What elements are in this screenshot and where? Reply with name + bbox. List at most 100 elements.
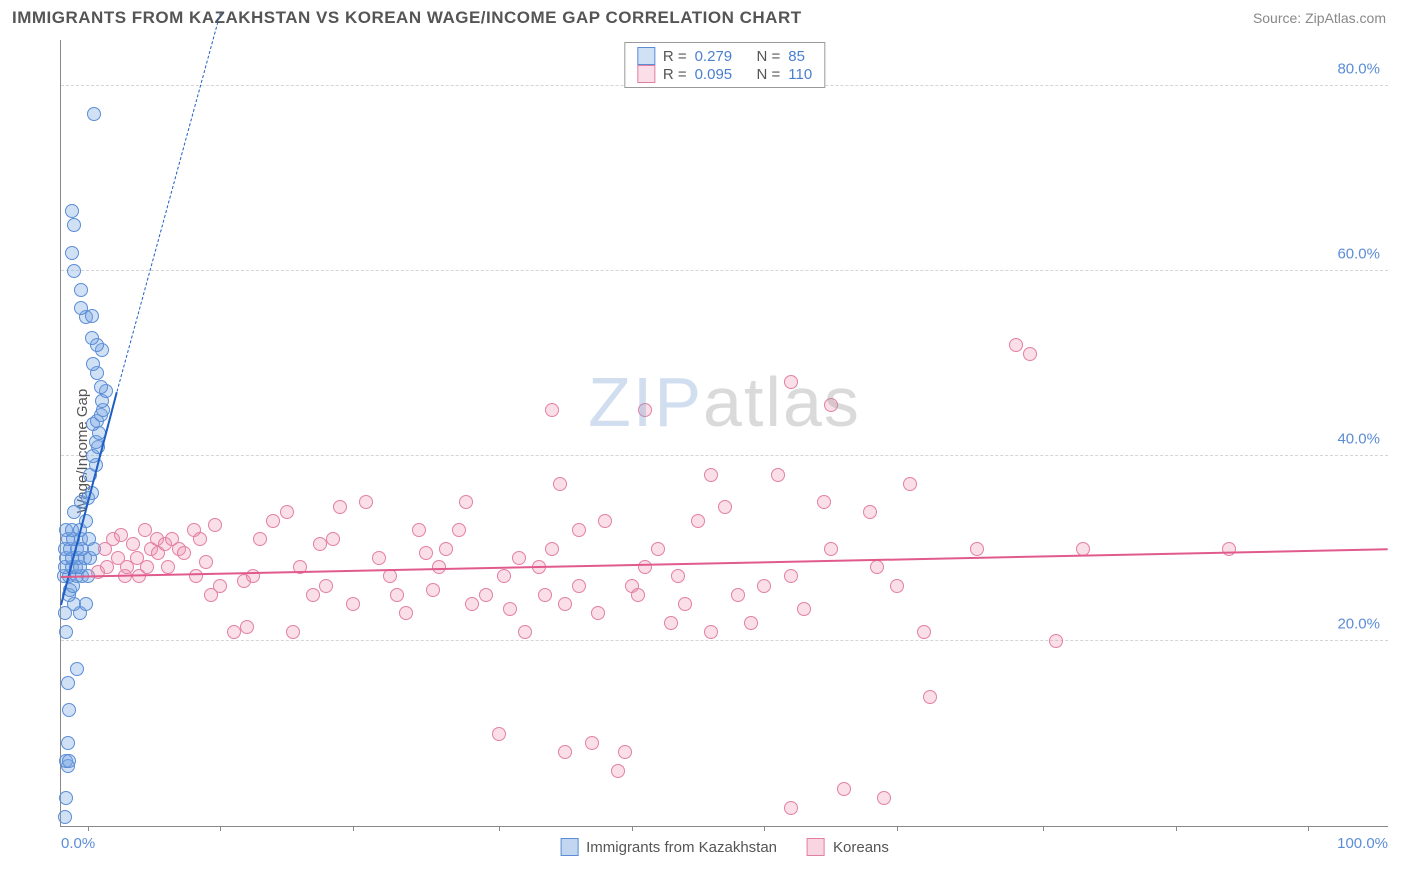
data-point: [863, 505, 877, 519]
data-point: [638, 403, 652, 417]
data-point: [671, 569, 685, 583]
watermark: ZIPatlas: [588, 362, 861, 442]
data-point: [372, 551, 386, 565]
data-point: [67, 218, 81, 232]
data-point: [545, 542, 559, 556]
data-point: [903, 477, 917, 491]
data-point: [1049, 634, 1063, 648]
data-point: [58, 810, 72, 824]
data-point: [253, 532, 267, 546]
legend-item: Koreans: [807, 838, 889, 856]
data-point: [771, 468, 785, 482]
data-point: [67, 264, 81, 278]
legend-row: R = 0.279 N = 85: [637, 47, 812, 65]
data-point: [651, 542, 665, 556]
data-point: [412, 523, 426, 537]
x-tick-mark: [88, 826, 89, 831]
data-point: [503, 602, 517, 616]
data-point: [631, 588, 645, 602]
data-point: [208, 518, 222, 532]
legend-label: Koreans: [833, 839, 889, 856]
data-point: [79, 597, 93, 611]
data-point: [572, 579, 586, 593]
data-point: [664, 616, 678, 630]
data-point: [199, 555, 213, 569]
data-point: [74, 301, 88, 315]
data-point: [718, 500, 732, 514]
data-point: [87, 107, 101, 121]
data-point: [890, 579, 904, 593]
data-point: [333, 500, 347, 514]
data-point: [65, 204, 79, 218]
legend-swatch: [560, 838, 578, 856]
data-point: [512, 551, 526, 565]
data-point: [59, 625, 73, 639]
x-tick-mark: [764, 826, 765, 831]
x-tick-mark: [499, 826, 500, 831]
watermark-zip: ZIP: [588, 363, 703, 441]
data-point: [591, 606, 605, 620]
data-point: [497, 569, 511, 583]
gridline: [61, 270, 1388, 271]
data-point: [837, 782, 851, 796]
data-point: [797, 602, 811, 616]
data-point: [126, 537, 140, 551]
x-tick-min: 0.0%: [61, 835, 95, 852]
legend-n-value: 110: [788, 66, 812, 83]
data-point: [399, 606, 413, 620]
data-point: [426, 583, 440, 597]
legend-swatch: [807, 838, 825, 856]
data-point: [61, 736, 75, 750]
data-point: [1076, 542, 1090, 556]
legend-r-value: 0.095: [695, 66, 733, 83]
data-point: [240, 620, 254, 634]
data-point: [704, 625, 718, 639]
data-point: [877, 791, 891, 805]
data-point: [970, 542, 984, 556]
data-point: [558, 745, 572, 759]
chart-title: IMMIGRANTS FROM KAZAKHSTAN VS KOREAN WAG…: [12, 8, 802, 28]
x-tick-mark: [897, 826, 898, 831]
data-point: [558, 597, 572, 611]
legend-row: R = 0.095 N = 110: [637, 65, 812, 83]
legend-r-label: R =: [663, 66, 687, 83]
legend-swatch: [637, 65, 655, 83]
data-point: [518, 625, 532, 639]
data-point: [70, 662, 84, 676]
data-point: [731, 588, 745, 602]
data-point: [439, 542, 453, 556]
data-point: [691, 514, 705, 528]
data-point: [189, 569, 203, 583]
legend-n-value: 85: [788, 48, 805, 65]
legend-bottom: Immigrants from KazakhstanKoreans: [560, 838, 889, 856]
data-point: [784, 375, 798, 389]
data-point: [85, 331, 99, 345]
data-point: [598, 514, 612, 528]
trend-line-dash: [116, 13, 220, 392]
data-point: [744, 616, 758, 630]
data-point: [213, 579, 227, 593]
data-point: [638, 560, 652, 574]
data-point: [784, 801, 798, 815]
data-point: [784, 569, 798, 583]
data-point: [140, 560, 154, 574]
data-point: [62, 703, 76, 717]
legend-top: R = 0.279 N = 85R = 0.095 N = 110: [624, 42, 825, 88]
data-point: [319, 579, 333, 593]
data-point: [492, 727, 506, 741]
x-tick-mark: [353, 826, 354, 831]
data-point: [757, 579, 771, 593]
data-point: [611, 764, 625, 778]
data-point: [479, 588, 493, 602]
watermark-atlas: atlas: [703, 363, 861, 441]
data-point: [346, 597, 360, 611]
data-point: [286, 625, 300, 639]
data-point: [553, 477, 567, 491]
source-label: Source: ZipAtlas.com: [1253, 10, 1386, 26]
y-tick-label: 80.0%: [1337, 61, 1380, 78]
data-point: [383, 569, 397, 583]
data-point: [326, 532, 340, 546]
y-tick-label: 60.0%: [1337, 246, 1380, 263]
data-point: [824, 398, 838, 412]
plot-area: ZIPatlas R = 0.279 N = 85R = 0.095 N = 1…: [60, 40, 1388, 827]
